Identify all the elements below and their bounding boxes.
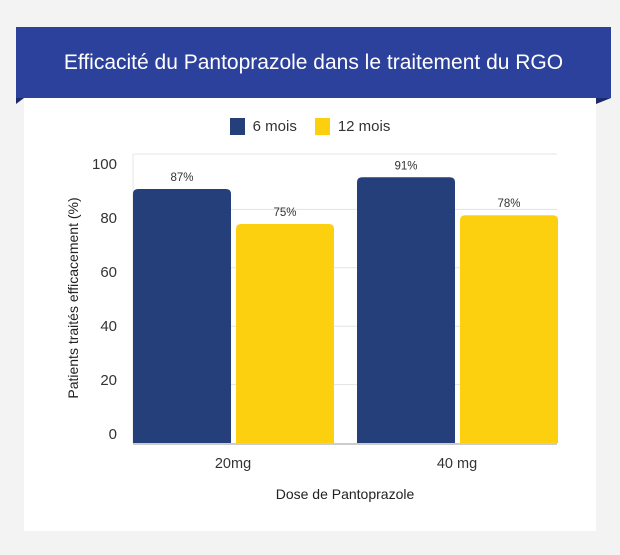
banner-fold-left xyxy=(16,98,24,104)
y-tick-label: 60 xyxy=(100,264,117,281)
legend-swatch xyxy=(314,118,330,135)
data-label: 78% xyxy=(497,198,520,210)
legend-item-12-mois[interactable]: 12 mois xyxy=(314,118,391,135)
bar-12-mois-20mg[interactable] xyxy=(236,224,334,443)
y-tick-label: 80 xyxy=(100,210,117,227)
legend-swatch xyxy=(229,118,245,135)
data-label: 75% xyxy=(273,207,296,219)
y-axis-title: Patients traités efficacement (%) xyxy=(65,197,81,398)
y-tick-label: 100 xyxy=(92,156,117,173)
legend: 6 mois 12 mois xyxy=(0,118,620,135)
banner-fold-right xyxy=(596,98,611,104)
y-tick-label: 0 xyxy=(109,426,117,443)
data-label: 87% xyxy=(170,172,193,184)
bar-6-mois-40mg[interactable] xyxy=(357,177,455,443)
bar-12-mois-40mg[interactable] xyxy=(460,215,558,443)
legend-label: 6 mois xyxy=(252,118,297,135)
legend-item-6-mois[interactable]: 6 mois xyxy=(229,118,297,135)
x-axis-title: Dose de Pantoprazole xyxy=(276,486,415,502)
y-tick-label: 20 xyxy=(100,372,117,389)
x-tick-label: 20mg xyxy=(215,456,251,472)
data-label: 91% xyxy=(394,160,417,172)
y-tick-label: 40 xyxy=(100,318,117,335)
x-tick-label: 40 mg xyxy=(437,456,477,472)
legend-label: 12 mois xyxy=(337,118,391,135)
bar-6-mois-20mg[interactable] xyxy=(133,188,231,443)
chart-title: Efficacité du Pantoprazole dans le trait… xyxy=(16,27,611,98)
